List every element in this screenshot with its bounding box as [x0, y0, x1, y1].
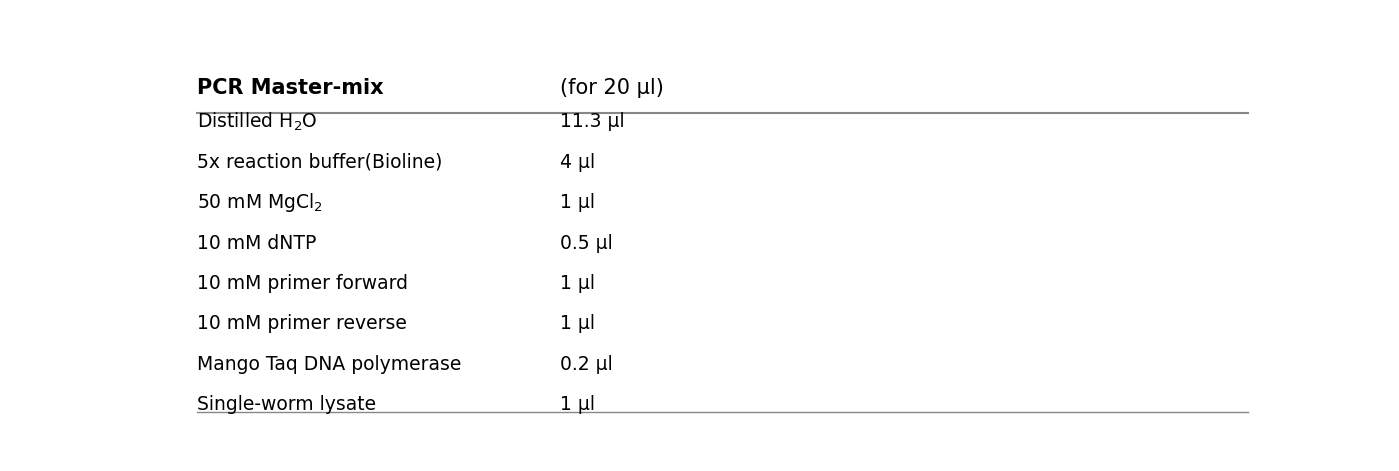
Text: 0.5 μl: 0.5 μl	[560, 234, 613, 252]
Text: Distilled H$_2$O: Distilled H$_2$O	[196, 111, 318, 133]
Text: 10 mM primer forward: 10 mM primer forward	[196, 274, 407, 293]
Text: (for 20 μl): (for 20 μl)	[560, 78, 663, 98]
Text: 4 μl: 4 μl	[560, 153, 595, 172]
Text: 1 μl: 1 μl	[560, 193, 595, 212]
Text: 5x reaction buffer(Bioline): 5x reaction buffer(Bioline)	[196, 153, 442, 172]
Text: PCR Master-mix: PCR Master-mix	[196, 78, 383, 98]
Text: 0.2 μl: 0.2 μl	[560, 355, 613, 374]
Text: 10 mM dNTP: 10 mM dNTP	[196, 234, 316, 252]
Text: 1 μl: 1 μl	[560, 395, 595, 414]
Text: Single-worm lysate: Single-worm lysate	[196, 395, 376, 414]
Text: 11.3 μl: 11.3 μl	[560, 112, 624, 131]
Text: 1 μl: 1 μl	[560, 274, 595, 293]
Text: 10 mM primer reverse: 10 mM primer reverse	[196, 314, 407, 333]
Text: Mango Taq DNA polymerase: Mango Taq DNA polymerase	[196, 355, 460, 374]
Text: 1 μl: 1 μl	[560, 314, 595, 333]
Text: 50 mM MgCl$_2$: 50 mM MgCl$_2$	[196, 191, 323, 214]
